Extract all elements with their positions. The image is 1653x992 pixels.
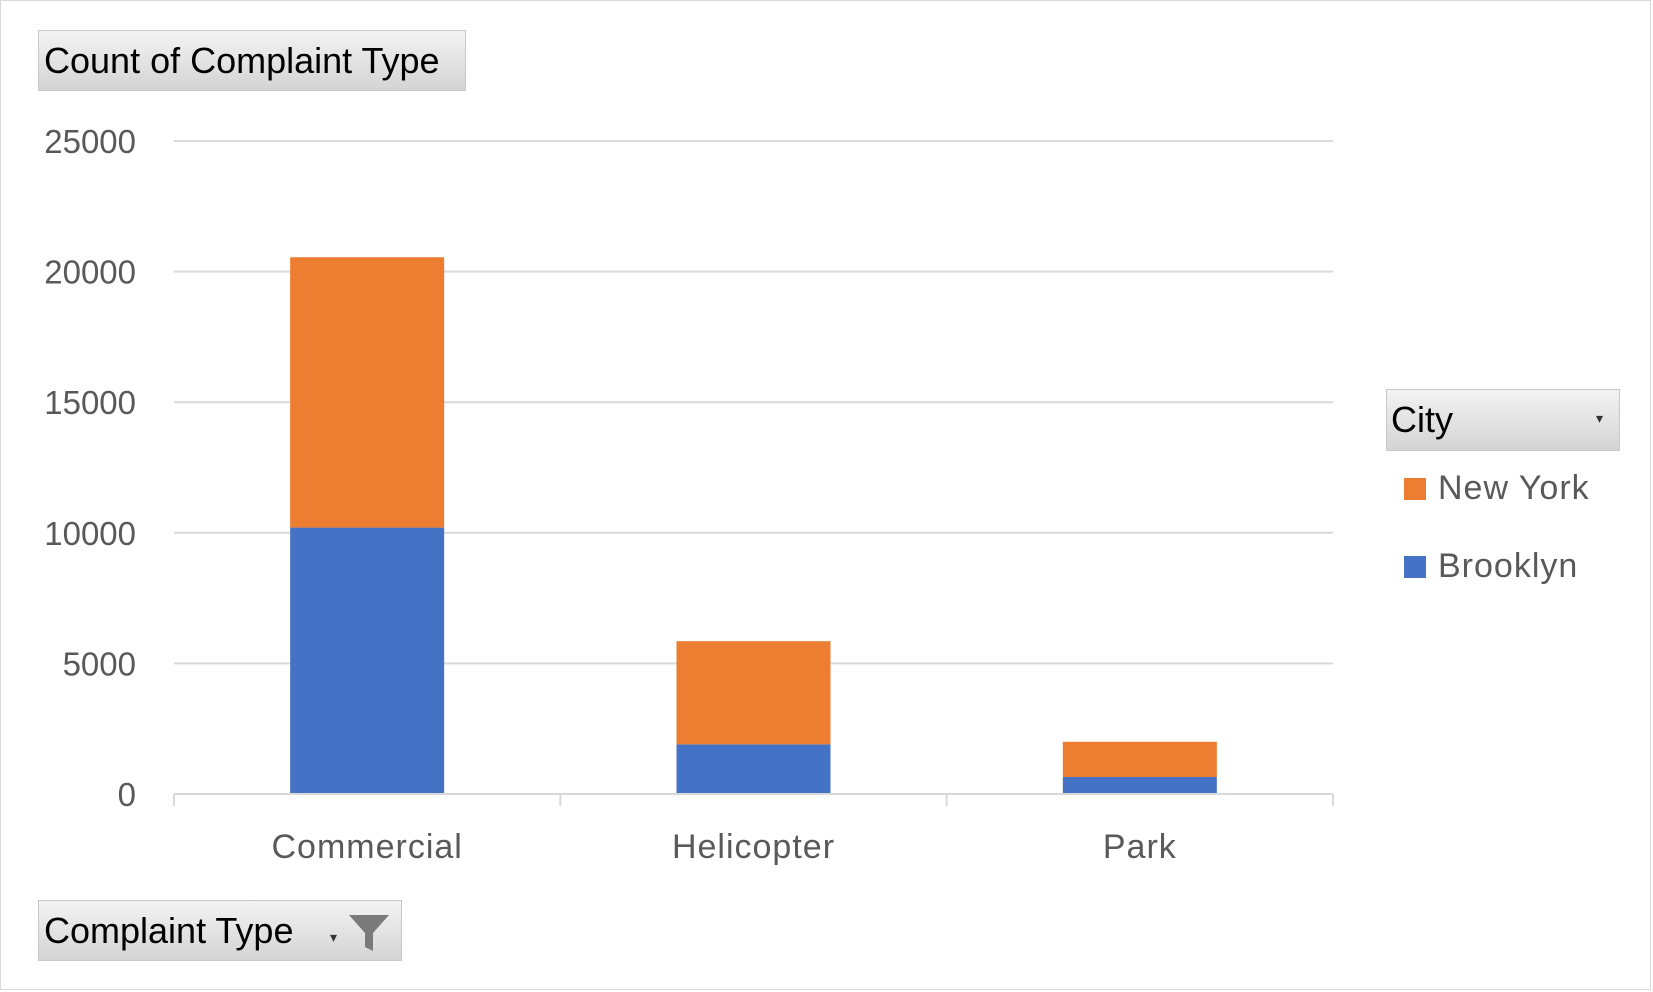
y-tick-label: 20000 <box>44 254 136 291</box>
legend-label: New York <box>1438 469 1590 507</box>
filter-icon[interactable] <box>347 913 391 953</box>
bar-brooklyn-helicopter[interactable] <box>676 744 831 794</box>
bar-new-york-commercial[interactable] <box>290 257 445 528</box>
dropdown-arrow-icon[interactable]: ▾ <box>1595 410 1603 426</box>
bar-new-york-helicopter[interactable] <box>676 641 831 745</box>
value-field-button[interactable]: Count of Complaint Type <box>38 30 466 91</box>
legend-item-new-york[interactable]: New York <box>1404 469 1590 508</box>
axis-field-button[interactable]: Complaint Type ▾ <box>38 900 402 961</box>
bar-brooklyn-park[interactable] <box>1062 777 1217 794</box>
x-category-label: Park <box>1103 828 1177 866</box>
y-tick-label: 0 <box>118 776 136 813</box>
bar-new-york-park[interactable] <box>1062 741 1217 778</box>
bar-brooklyn-commercial[interactable] <box>290 527 445 794</box>
x-category-label: Commercial <box>271 828 462 866</box>
legend-swatch <box>1404 477 1426 500</box>
legend-field-label: City <box>1391 399 1453 440</box>
dropdown-arrow-icon[interactable]: ▾ <box>330 929 338 945</box>
value-field-label: Count of Complaint Type <box>44 39 440 81</box>
x-category-label: Helicopter <box>672 828 835 866</box>
y-tick-label: 5000 <box>63 645 136 682</box>
legend-label: Brooklyn <box>1438 547 1579 585</box>
axis-field-label: Complaint Type <box>44 909 294 951</box>
y-tick-label: 15000 <box>44 384 136 421</box>
y-tick-label: 25000 <box>44 123 136 160</box>
y-tick-label: 10000 <box>44 515 136 552</box>
legend-field-button[interactable]: City ▾ <box>1386 389 1620 451</box>
legend-item-brooklyn[interactable]: Brooklyn <box>1404 547 1578 586</box>
legend-swatch <box>1404 555 1426 578</box>
